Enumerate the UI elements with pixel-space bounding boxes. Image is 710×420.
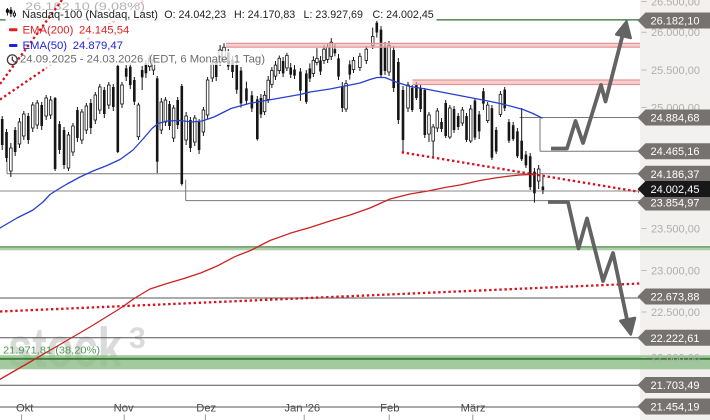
svg-text:3: 3 xyxy=(129,322,146,355)
svg-text:Dez: Dez xyxy=(196,402,216,414)
svg-text:24.09.2025 - 24.03.2026 (EDT,: 24.09.2025 - 24.03.2026 (EDT, 6 Monate, … xyxy=(20,54,265,66)
svg-text:22.000,00: 22.000,00 xyxy=(651,352,700,364)
svg-text:EMA(200) 24.145,54: EMA(200) 24.145,54 xyxy=(23,24,130,36)
svg-text:24.186,37: 24.186,37 xyxy=(651,169,700,181)
svg-text:O: 24.042,23: O: 24.042,23 xyxy=(164,9,226,21)
svg-text:H: 24.170,83: H: 24.170,83 xyxy=(234,9,295,21)
svg-text:22.673,88: 22.673,88 xyxy=(651,292,700,304)
svg-text:Nasdaq-100 (Nasdaq, Last): Nasdaq-100 (Nasdaq, Last) xyxy=(22,9,158,21)
svg-text:EMA(50) 24.879,47: EMA(50) 24.879,47 xyxy=(23,40,123,52)
svg-text:C: 24.002,45: C: 24.002,45 xyxy=(373,9,434,21)
svg-text:Okt: Okt xyxy=(16,402,34,414)
svg-text:März: März xyxy=(461,402,486,414)
svg-text:26.500,00: 26.500,00 xyxy=(651,0,700,8)
svg-text:22.222,61: 22.222,61 xyxy=(651,333,700,345)
svg-text:23.500,00: 23.500,00 xyxy=(651,223,700,235)
svg-text:25.500,00: 25.500,00 xyxy=(651,65,700,77)
svg-text:Jan '26: Jan '26 xyxy=(284,402,320,414)
svg-text:Feb: Feb xyxy=(380,402,399,414)
svg-text:Nov: Nov xyxy=(114,402,134,414)
svg-text:23.000,00: 23.000,00 xyxy=(651,265,700,277)
svg-text:24.002,45: 24.002,45 xyxy=(651,184,700,196)
svg-text:24.465,16: 24.465,16 xyxy=(651,146,700,158)
svg-text:22.500,00: 22.500,00 xyxy=(651,307,700,319)
svg-text:21.971,81 (38,20%): 21.971,81 (38,20%) xyxy=(3,345,100,357)
svg-text:L: 23.927,69: L: 23.927,69 xyxy=(304,9,363,21)
svg-text:26.000,00: 26.000,00 xyxy=(651,27,700,39)
svg-text:21.703,49: 21.703,49 xyxy=(651,380,700,392)
svg-text:24.884,68: 24.884,68 xyxy=(651,113,700,125)
svg-text:23.854,97: 23.854,97 xyxy=(651,198,700,210)
svg-text:26.182,10: 26.182,10 xyxy=(651,16,700,28)
svg-text:21.454,19: 21.454,19 xyxy=(651,402,700,414)
